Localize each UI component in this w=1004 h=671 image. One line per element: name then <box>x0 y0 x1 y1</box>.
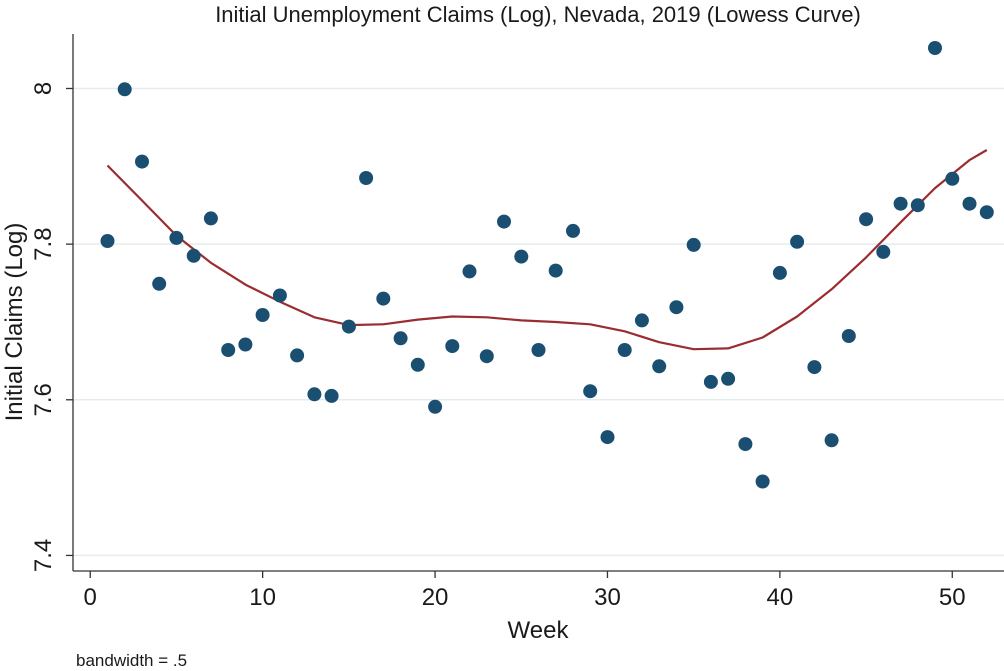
scatter-point <box>186 248 201 263</box>
scatter-point <box>290 348 305 363</box>
scatter-point <box>928 41 942 55</box>
scatter-point <box>962 196 977 211</box>
scatter-point <box>703 374 718 389</box>
scatter-point <box>307 387 322 402</box>
scatter-point <box>790 234 805 249</box>
scatter-point <box>169 230 184 245</box>
y-tick-label: 7.4 <box>30 539 57 572</box>
scatter-point <box>807 360 822 375</box>
y-axis-ticks: 7.4 7.6 7.8 8 <box>30 82 73 572</box>
x-tick-label: 20 <box>422 584 449 611</box>
lowess-curve <box>106 149 988 351</box>
bandwidth-note: bandwidth = .5 <box>76 651 187 670</box>
scatter-point <box>841 329 856 343</box>
scatter-point <box>238 337 253 352</box>
scatter-point <box>876 244 891 259</box>
x-axis-label: Week <box>508 617 570 644</box>
x-tick-label: 0 <box>84 584 97 611</box>
scatter-point <box>272 288 287 303</box>
scatter-point <box>859 212 874 227</box>
chart-title: Initial Unemployment Claims (Log), Nevad… <box>215 2 861 27</box>
y-axis-label: Initial Claims (Log) <box>1 223 28 422</box>
scatter-point <box>548 263 563 278</box>
scatter-point <box>462 264 477 279</box>
scatter-point <box>686 237 701 252</box>
scatter-point <box>117 82 132 97</box>
scatter-point <box>531 343 546 357</box>
scatter-point <box>221 343 236 357</box>
scatter-point <box>583 384 598 399</box>
scatter-point <box>600 430 615 445</box>
scatter-point <box>152 276 167 291</box>
scatter-point <box>669 300 684 315</box>
scatter-point <box>393 331 408 346</box>
scatter-point <box>617 343 632 357</box>
x-tick-label: 10 <box>249 584 276 611</box>
scatter-point <box>479 349 494 364</box>
scatter-point <box>428 399 443 414</box>
scatter-point <box>945 171 960 186</box>
scatter-point <box>738 437 753 452</box>
x-axis-ticks: 0 10 20 30 40 50 <box>84 571 966 611</box>
scatter-point <box>100 234 115 248</box>
scatter-point <box>203 211 218 226</box>
scatter-point <box>135 154 149 169</box>
y-tick-label: 8 <box>30 82 57 95</box>
scatter-point <box>341 319 356 334</box>
scatter-point <box>721 371 736 386</box>
scatter-point <box>445 339 460 354</box>
scatter-point <box>755 474 770 489</box>
scatter-point <box>514 249 529 264</box>
scatter-point <box>893 196 908 211</box>
scatter-point <box>772 265 787 280</box>
x-tick-label: 50 <box>939 584 966 611</box>
scatter-point <box>497 214 511 229</box>
lowess-curve-layer <box>106 149 988 351</box>
scatter-point <box>634 313 649 328</box>
scatter-point <box>824 433 839 448</box>
scatter-point <box>979 205 994 220</box>
scatter-point <box>324 388 339 403</box>
y-tick-label: 7.6 <box>30 383 57 416</box>
scatter-point <box>410 357 425 372</box>
scatter-point <box>255 308 270 322</box>
scatter-points <box>100 41 994 489</box>
x-tick-label: 30 <box>594 584 621 611</box>
scatter-point <box>652 359 667 374</box>
gridlines <box>73 87 1004 557</box>
axes <box>72 34 1004 572</box>
y-tick-label: 7.8 <box>30 227 57 260</box>
scatter-point <box>910 198 925 213</box>
scatter-point <box>359 171 374 185</box>
x-tick-label: 40 <box>767 584 794 611</box>
scatter-point <box>566 223 580 238</box>
scatter-point <box>376 291 391 306</box>
